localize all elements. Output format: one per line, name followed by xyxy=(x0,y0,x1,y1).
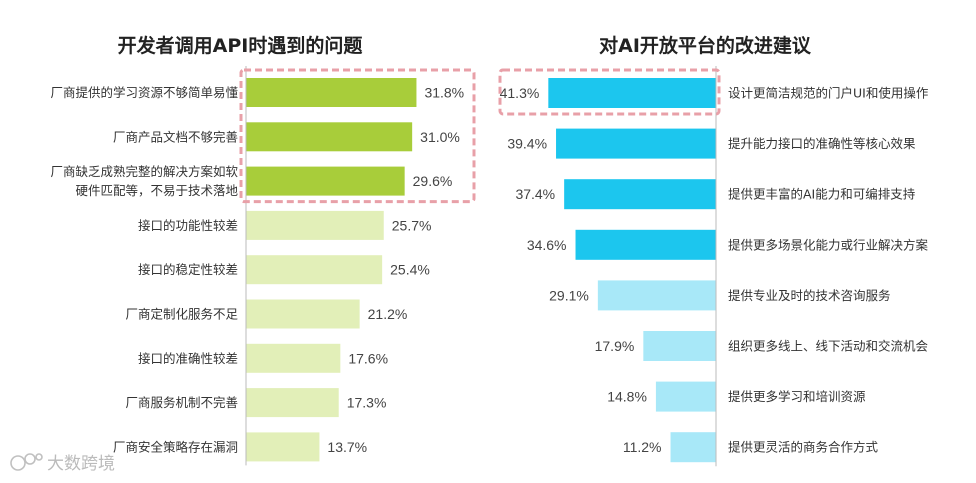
left-bar xyxy=(246,166,405,196)
left-value-label: 29.6% xyxy=(413,173,453,189)
right-bar xyxy=(655,381,716,412)
right-bar xyxy=(548,78,716,108)
right-category-label: 提供专业及时的技术咨询服务 xyxy=(728,288,891,303)
left-bar xyxy=(246,255,383,285)
right-value-label: 39.4% xyxy=(507,136,547,152)
left-category-label: 接口的稳定性较差 xyxy=(138,262,238,277)
left-category-label: 厂商服务机制不完善 xyxy=(125,395,238,410)
right-value-label: 37.4% xyxy=(515,186,555,202)
left-bar xyxy=(246,299,360,329)
right-value-label: 17.9% xyxy=(595,338,635,354)
left-value-label: 25.4% xyxy=(390,262,430,278)
left-category-label: 接口的功能性较差 xyxy=(138,218,238,233)
right-category-label: 组织更多线上、线下活动和交流机会 xyxy=(728,339,929,354)
left-category-label: 厂商提供的学习资源不够简单易懂 xyxy=(50,85,238,100)
right-bar xyxy=(564,179,716,210)
left-value-label: 21.2% xyxy=(368,306,408,322)
left-category-label: 厂商产品文档不够完善 xyxy=(113,129,238,144)
left-bar xyxy=(246,122,413,152)
right-category-label: 提升能力接口的准确性等核心效果 xyxy=(728,136,916,151)
right-bar xyxy=(670,432,716,463)
right-chart-title: 对AI开放平台的改进建议 xyxy=(599,34,812,57)
watermark-logo-icon xyxy=(10,453,43,471)
right-category-label: 设计更简洁规范的门户UI和使用操作 xyxy=(728,86,929,101)
right-value-label: 11.2% xyxy=(623,439,662,455)
left-bar xyxy=(246,78,417,107)
left-highlight-box xyxy=(239,68,476,204)
left-value-label: 31.8% xyxy=(424,85,464,101)
right-category-label: 提供更灵活的商务合作方式 xyxy=(728,440,879,455)
left-value-label: 17.3% xyxy=(347,395,387,411)
left-bar xyxy=(246,432,320,462)
left-bar xyxy=(246,388,339,418)
right-category-label: 提供更丰富的AI能力和可编排支持 xyxy=(728,187,915,202)
left-chart-title: 开发者调用API时遇到的问题 xyxy=(118,34,363,57)
left-chart-marks: 31.8% 厂商提供的学习资源不够简单易懂 31.0% 厂商产品文档不够完善 29.6%… xyxy=(50,66,476,466)
left-bar xyxy=(246,210,384,240)
right-value-label: 34.6% xyxy=(527,237,567,253)
left-category-label: 厂商缺乏成熟完整的解决方案如软 xyxy=(50,164,238,179)
right-value-label: 29.1% xyxy=(549,287,589,303)
right-bar xyxy=(556,128,716,159)
left-category-label: 接口的准确性较差 xyxy=(138,351,238,366)
left-value-label: 13.7% xyxy=(327,439,367,455)
left-category-label: 硬件匹配等，不易于技术落地 xyxy=(75,183,238,198)
watermark-text: 大数跨境 xyxy=(47,454,115,474)
right-bar xyxy=(575,229,716,260)
left-value-label: 17.6% xyxy=(348,350,388,366)
watermark: 大数跨境 xyxy=(10,453,115,474)
right-category-label: 提供更多场景化能力或行业解决方案 xyxy=(728,237,929,252)
left-value-label: 25.7% xyxy=(392,217,432,233)
left-category-label: 厂商安全策略存在漏洞 xyxy=(113,439,238,454)
left-bar xyxy=(246,343,341,373)
right-bar xyxy=(643,331,716,361)
right-chart-marks: 41.3% 设计更简洁规范的门户UI和使用操作 39.4% 提升能力接口的准确性等核心… xyxy=(498,66,929,467)
right-value-label: 14.8% xyxy=(607,389,647,405)
left-category-label: 厂商定制化服务不足 xyxy=(125,307,238,322)
right-value-label: 41.3% xyxy=(500,85,540,101)
left-value-label: 31.0% xyxy=(420,129,460,145)
right-bar xyxy=(597,280,716,311)
right-category-label: 提供更多学习和培训资源 xyxy=(728,389,866,404)
right-highlight-box xyxy=(498,68,721,116)
